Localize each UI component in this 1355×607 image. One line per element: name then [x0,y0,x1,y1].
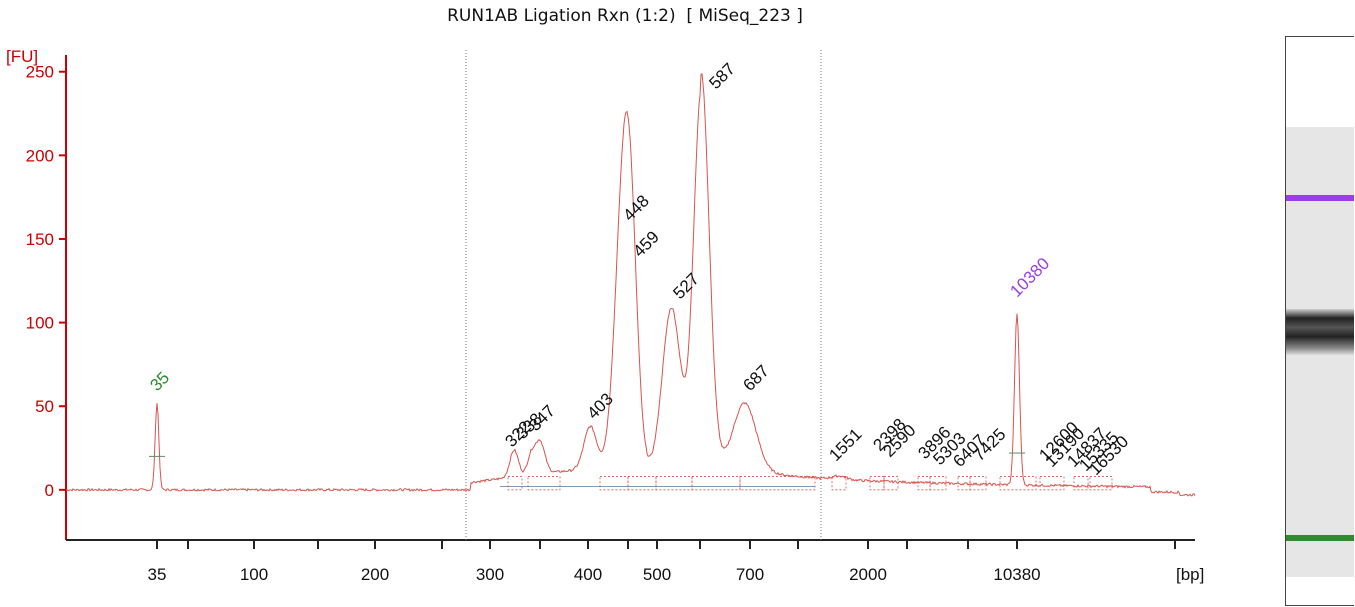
chart-title: RUN1AB Ligation Rxn (1:2) [ MiSeq_223 ] [447,6,803,26]
peak-label: 403 [583,389,616,422]
x-tick-label: 300 [476,565,504,584]
peak-region [831,476,847,491]
x-tick-label: 35 [148,565,167,584]
peak-region [969,476,987,491]
peak-region [655,476,693,491]
peak-label: 587 [705,59,738,92]
peak-region [1089,476,1113,491]
peak-region [527,476,561,491]
peak-region [739,476,816,491]
peak-region [999,476,1037,491]
peak-label: 448 [619,191,652,224]
x-tick-label: 2000 [849,565,887,584]
y-tick-label: 200 [26,146,54,165]
peak-region [507,476,523,491]
y-tick-label: 50 [35,397,54,416]
x-tick-label: 10380 [993,565,1040,584]
gel-image [1285,36,1354,606]
peak-label: 687 [739,361,772,394]
peak-region [599,476,629,491]
sample-band [1286,309,1354,355]
x-axis-label: [bp] [1176,565,1204,584]
peak-region [691,476,741,491]
peak-label: 1551 [825,425,865,465]
peak-label: 527 [669,269,702,302]
x-tick-label: 500 [643,565,671,584]
peak-region [883,476,899,491]
y-tick-label: 0 [45,481,54,500]
peak-regions [500,476,1113,491]
trace-line [65,73,1196,497]
peak-region [1073,476,1089,491]
upper-marker-band [1286,195,1354,201]
lower-marker-band [1286,535,1354,541]
y-axis-label: [FU] [6,47,38,66]
axes: 0 50 100 150 200 250 35 100 200 300 400 500 700 2000 1… [26,50,1195,584]
x-tick-label: 700 [736,565,764,584]
x-tick-label: 400 [574,565,602,584]
y-tick-label: 100 [26,314,54,333]
peak-label: 10380 [1006,254,1053,301]
x-tick-label: 200 [361,565,389,584]
peak-region [627,476,657,491]
peak-region [869,476,885,491]
peak-region [1039,476,1065,491]
y-tick-label: 250 [26,63,54,82]
x-tick-label: 100 [240,565,268,584]
y-tick-label: 150 [26,230,54,249]
electropherogram-chart: 0 50 100 150 200 250 35 100 200 300 400 500 700 2000 1… [6,47,1204,584]
peak-label: 35 [146,368,173,395]
peak-region [917,476,931,491]
